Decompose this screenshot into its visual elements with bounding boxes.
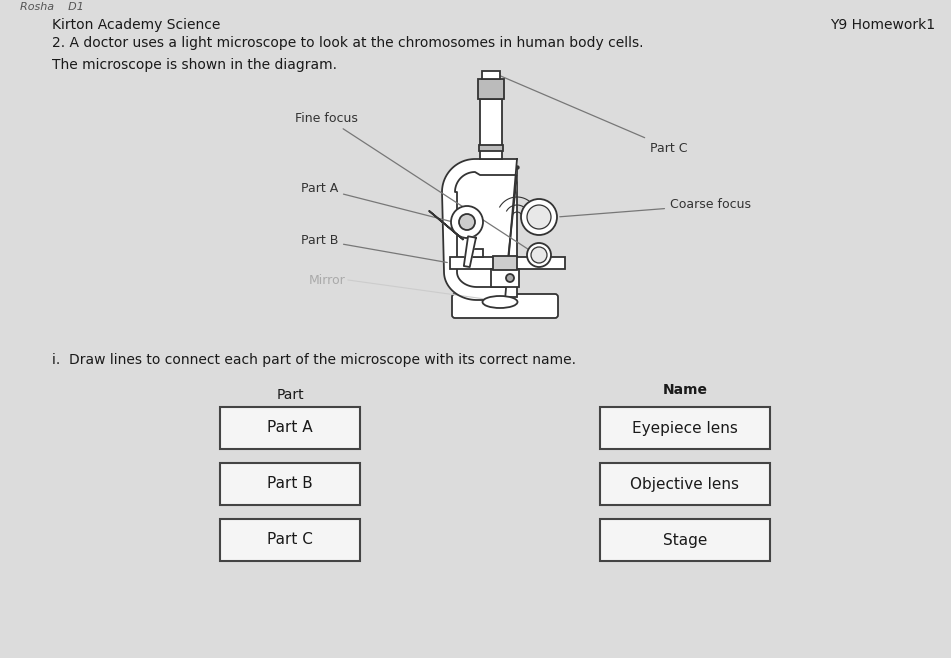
Polygon shape [464,236,476,267]
Text: Mirror: Mirror [308,274,345,286]
Polygon shape [442,159,517,300]
Bar [478,79,504,99]
Polygon shape [429,211,463,240]
Text: Part A: Part A [267,420,313,436]
Text: Objective lens: Objective lens [631,476,740,492]
FancyBboxPatch shape [220,519,360,561]
Text: Y9 Homework1: Y9 Homework1 [830,18,935,32]
Bar [479,145,503,151]
FancyBboxPatch shape [600,407,770,449]
Text: i.  Draw lines to connect each part of the microscope with its correct name.: i. Draw lines to connect each part of th… [52,353,576,367]
Bar [482,71,500,79]
Text: The microscope is shown in the diagram.: The microscope is shown in the diagram. [52,58,337,72]
Circle shape [521,199,557,235]
Bar [503,167,517,297]
Circle shape [451,206,483,238]
Bar [468,249,483,257]
Text: Part A: Part A [301,182,451,221]
Text: Part C: Part C [267,532,313,547]
FancyBboxPatch shape [600,519,770,561]
Text: 2. A doctor uses a light microscope to look at the chromosomes in human body cel: 2. A doctor uses a light microscope to l… [52,36,644,50]
Text: Fine focus: Fine focus [295,111,534,253]
Bar [491,269,519,287]
Bar [480,99,502,159]
Text: Part: Part [276,388,303,402]
Text: Stage: Stage [663,532,708,547]
Text: Part B: Part B [301,234,447,263]
Circle shape [527,205,551,229]
Text: Coarse focus: Coarse focus [560,199,751,216]
FancyBboxPatch shape [220,407,360,449]
Text: Name: Name [663,383,708,397]
FancyBboxPatch shape [452,294,558,318]
Ellipse shape [482,296,517,308]
Text: Part B: Part B [267,476,313,492]
Bar [532,249,547,257]
Text: Rosha    D1: Rosha D1 [20,2,84,12]
Bar [493,256,517,270]
FancyBboxPatch shape [600,463,770,505]
Text: Kirton Academy Science: Kirton Academy Science [52,18,221,32]
Bar [450,257,565,269]
Circle shape [531,247,547,263]
Text: Eyepiece lens: Eyepiece lens [632,420,738,436]
Circle shape [506,274,514,282]
Text: Part C: Part C [498,75,688,155]
FancyBboxPatch shape [220,463,360,505]
Circle shape [459,214,475,230]
Circle shape [527,243,551,267]
